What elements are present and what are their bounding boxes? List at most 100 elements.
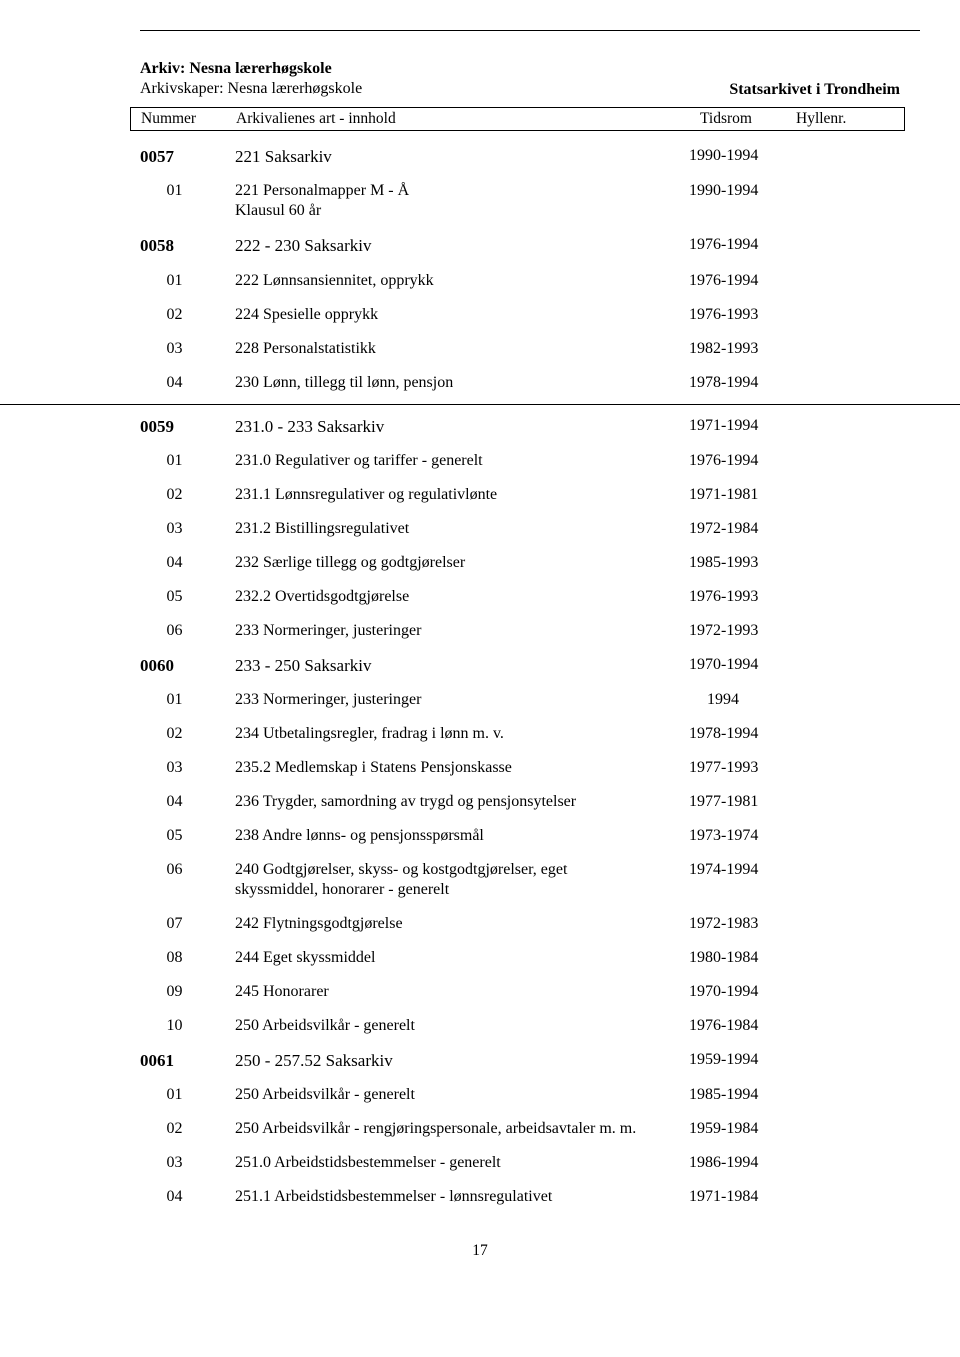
- table-row: 04236 Trygder, samordning av trygd og pe…: [130, 785, 905, 819]
- cell-tidsrom: 1990-1994: [655, 181, 795, 201]
- cell-nummer: 04: [140, 373, 235, 393]
- creator-line: Arkivskaper: Nesna lærerhøgskole: [140, 79, 362, 99]
- table-row: 06240 Godtgjørelser, skyss- og kostgodtg…: [130, 853, 905, 907]
- cell-innhold: 221 Saksarkiv: [235, 146, 655, 167]
- cell-tidsrom: 1977-1981: [655, 792, 795, 812]
- table-row-group: 0058222 - 230 Saksarkiv1976-1994: [130, 228, 905, 263]
- table-row: 03231.2 Bistillingsregulativet1972-1984: [130, 512, 905, 546]
- cell-nummer: 09: [140, 982, 235, 1002]
- cell-innhold: 233 - 250 Saksarkiv: [235, 655, 655, 676]
- cell-innhold: 232 Særlige tillegg og godtgjørelser: [235, 553, 655, 573]
- cell-tidsrom: 1970-1994: [655, 982, 795, 1002]
- header-left: Arkiv: Nesna lærerhøgskole Arkivskaper: …: [140, 59, 362, 99]
- cell-tidsrom: 1972-1993: [655, 621, 795, 641]
- table-row-group: 0059231.0 - 233 Saksarkiv1971-1994: [130, 409, 905, 444]
- cell-tidsrom: 1970-1994: [655, 655, 795, 675]
- page-header: Arkiv: Nesna lærerhøgskole Arkivskaper: …: [140, 59, 900, 99]
- table-row-group: 0057221 Saksarkiv1990-1994: [130, 139, 905, 174]
- cell-innhold: 233 Normeringer, justeringer: [235, 621, 655, 641]
- col-header-hyllenr: Hyllenr.: [796, 110, 886, 128]
- cell-nummer: 0058: [140, 235, 235, 256]
- cell-innhold: 244 Eget skyssmiddel: [235, 948, 655, 968]
- cell-nummer: 10: [140, 1016, 235, 1036]
- cell-nummer: 07: [140, 914, 235, 934]
- table-row-group: 0061250 - 257.52 Saksarkiv1959-1994: [130, 1043, 905, 1078]
- cell-tidsrom: 1971-1981: [655, 485, 795, 505]
- cell-innhold: 233 Normeringer, justeringer: [235, 690, 655, 710]
- cell-innhold: 222 - 230 Saksarkiv: [235, 235, 655, 256]
- cell-innhold: 231.0 - 233 Saksarkiv: [235, 416, 655, 437]
- col-header-innhold: Arkivalienes art - innhold: [236, 110, 656, 128]
- cell-tidsrom: 1986-1994: [655, 1153, 795, 1173]
- cell-innhold: 231.2 Bistillingsregulativet: [235, 519, 655, 539]
- table-row: 09245 Honorarer1970-1994: [130, 975, 905, 1009]
- table-row: 10250 Arbeidsvilkår - generelt1976-1984: [130, 1009, 905, 1043]
- page: Arkiv: Nesna lærerhøgskole Arkivskaper: …: [0, 0, 960, 1357]
- cell-nummer: 0061: [140, 1050, 235, 1071]
- cell-tidsrom: 1973-1974: [655, 826, 795, 846]
- cell-nummer: 02: [140, 724, 235, 744]
- col-header-nummer: Nummer: [141, 110, 236, 128]
- cell-innhold: 250 Arbeidsvilkår - generelt: [235, 1016, 655, 1036]
- table-row: 03235.2 Medlemskap i Statens Pensjonskas…: [130, 751, 905, 785]
- creator-label: Arkivskaper:: [140, 80, 224, 97]
- table-row: 01233 Normeringer, justeringer1994: [130, 683, 905, 717]
- table-row: 05238 Andre lønns- og pensjonsspørsmål19…: [130, 819, 905, 853]
- cell-tidsrom: 1972-1983: [655, 914, 795, 934]
- table-row: 01231.0 Regulativer og tariffer - genere…: [130, 444, 905, 478]
- cell-tidsrom: 1971-1984: [655, 1187, 795, 1207]
- table-row: 02234 Utbetalingsregler, fradrag i lønn …: [130, 717, 905, 751]
- cell-tidsrom: 1985-1993: [655, 553, 795, 573]
- cell-innhold: 236 Trygder, samordning av trygd og pens…: [235, 792, 655, 812]
- cell-nummer: 04: [140, 553, 235, 573]
- table-row: 06233 Normeringer, justeringer1972-1993: [130, 614, 905, 648]
- cell-nummer: 01: [140, 181, 235, 201]
- cell-tidsrom: 1976-1994: [655, 235, 795, 255]
- cell-tidsrom: 1982-1993: [655, 339, 795, 359]
- cell-nummer: 08: [140, 948, 235, 968]
- cell-nummer: 02: [140, 305, 235, 325]
- section-rule: [0, 404, 960, 405]
- cell-tidsrom: 1977-1993: [655, 758, 795, 778]
- cell-tidsrom: 1959-1994: [655, 1050, 795, 1070]
- table-row: 03228 Personalstatistikk1982-1993: [130, 332, 905, 366]
- cell-nummer: 05: [140, 587, 235, 607]
- table-row: 01250 Arbeidsvilkår - generelt1985-1994: [130, 1078, 905, 1112]
- archive-label: Arkiv:: [140, 60, 185, 77]
- table-row: 01221 Personalmapper M - ÅKlausul 60 år1…: [130, 174, 905, 228]
- cell-nummer: 01: [140, 690, 235, 710]
- cell-nummer: 06: [140, 860, 235, 880]
- cell-innhold: 234 Utbetalingsregler, fradrag i lønn m.…: [235, 724, 655, 744]
- cell-innhold: 242 Flytningsgodtgjørelse: [235, 914, 655, 934]
- archive-line: Arkiv: Nesna lærerhøgskole: [140, 59, 362, 79]
- cell-tidsrom: 1972-1984: [655, 519, 795, 539]
- cell-innhold: 251.0 Arbeidstidsbestemmelser - generelt: [235, 1153, 655, 1173]
- col-header-tidsrom: Tidsrom: [656, 110, 796, 128]
- cell-nummer: 04: [140, 792, 235, 812]
- cell-nummer: 0059: [140, 416, 235, 437]
- cell-innhold: 245 Honorarer: [235, 982, 655, 1002]
- cell-innhold: 251.1 Arbeidstidsbestemmelser - lønnsreg…: [235, 1187, 655, 1207]
- cell-innhold: 230 Lønn, tillegg til lønn, pensjon: [235, 373, 655, 393]
- cell-nummer: 02: [140, 485, 235, 505]
- table-body: 0057221 Saksarkiv1990-199401221 Personal…: [130, 139, 905, 1214]
- cell-innhold: 231.0 Regulativer og tariffer - generelt: [235, 451, 655, 471]
- cell-innhold: 250 Arbeidsvilkår - rengjøringspersonale…: [235, 1119, 655, 1139]
- cell-innhold: 235.2 Medlemskap i Statens Pensjonskasse: [235, 758, 655, 778]
- cell-tidsrom: 1990-1994: [655, 146, 795, 166]
- cell-innhold: 232.2 Overtidsgodtgjørelse: [235, 587, 655, 607]
- cell-tidsrom: 1974-1994: [655, 860, 795, 880]
- cell-nummer: 01: [140, 451, 235, 471]
- cell-nummer: 0057: [140, 146, 235, 167]
- cell-innhold: 250 - 257.52 Saksarkiv: [235, 1050, 655, 1071]
- cell-nummer: 03: [140, 1153, 235, 1173]
- cell-nummer: 06: [140, 621, 235, 641]
- cell-tidsrom: 1976-1993: [655, 305, 795, 325]
- cell-innhold: 228 Personalstatistikk: [235, 339, 655, 359]
- table-row: 04251.1 Arbeidstidsbestemmelser - lønnsr…: [130, 1180, 905, 1214]
- cell-nummer: 01: [140, 1085, 235, 1105]
- page-number: 17: [0, 1242, 960, 1260]
- cell-tidsrom: 1976-1993: [655, 587, 795, 607]
- cell-nummer: 01: [140, 271, 235, 291]
- cell-tidsrom: 1959-1984: [655, 1119, 795, 1139]
